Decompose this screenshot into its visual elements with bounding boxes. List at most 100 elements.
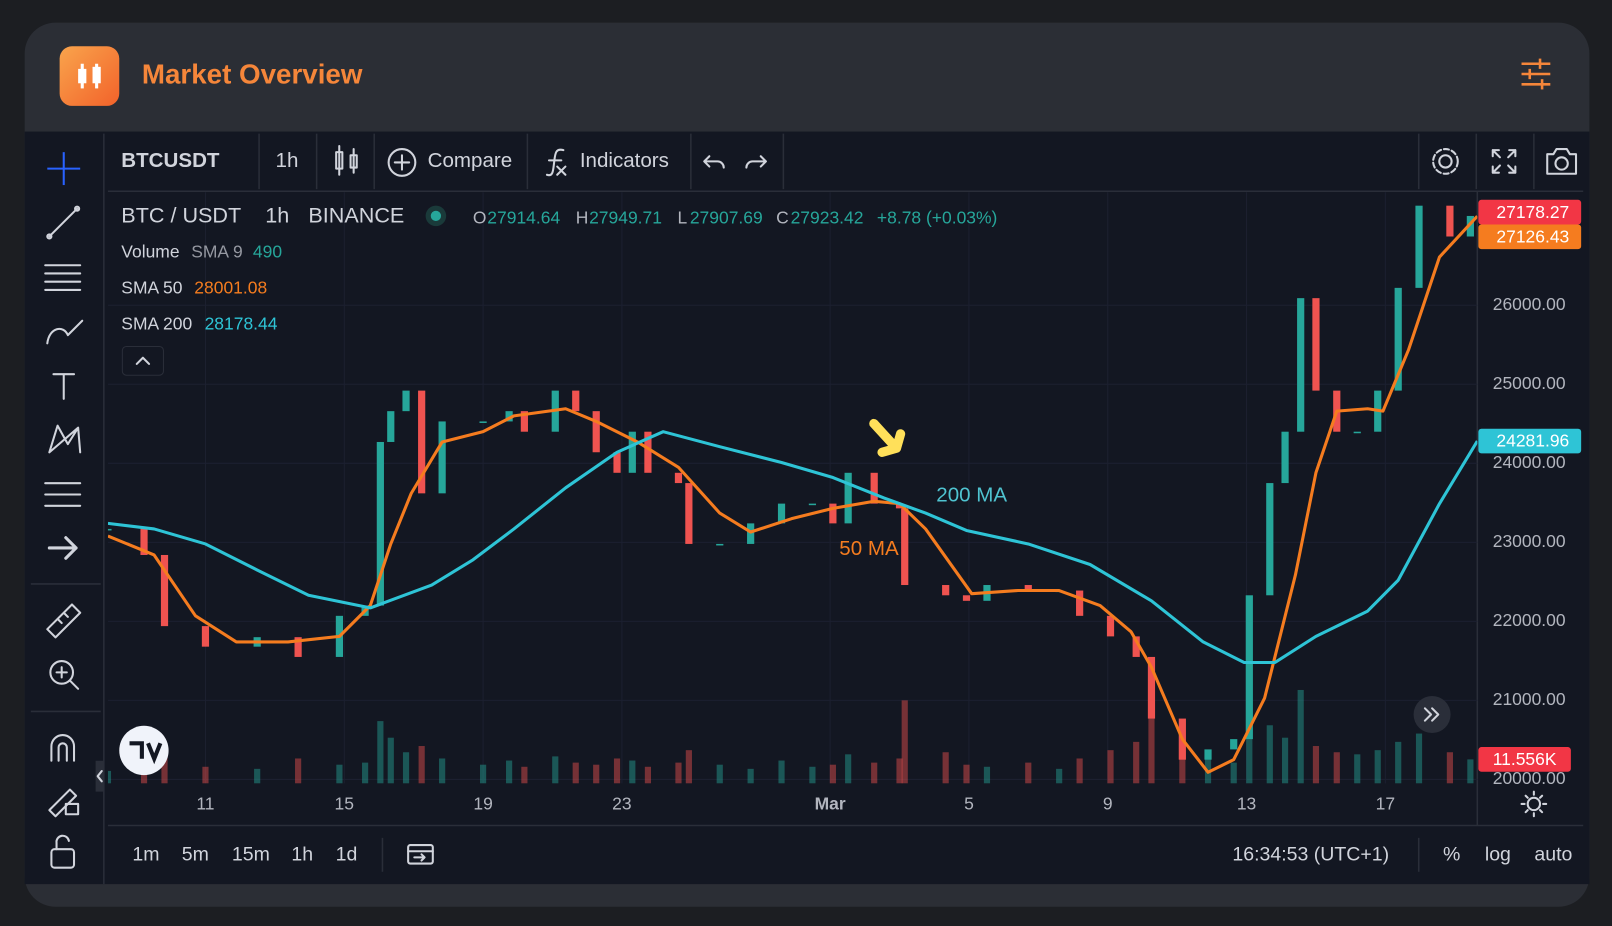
candle — [829, 503, 837, 524]
brush-tool[interactable] — [46, 319, 84, 345]
unlock-tool[interactable] — [50, 834, 76, 869]
snapshot[interactable] — [1546, 148, 1578, 175]
candle — [716, 543, 724, 546]
prediction-tool[interactable] — [44, 482, 82, 507]
candle — [1147, 656, 1156, 719]
volume-bar — [254, 768, 261, 784]
lock-drawings[interactable] — [48, 788, 80, 818]
legend: BTC / USDT 1h BINANCE O 27914.64 H 27949… — [121, 203, 997, 376]
candle — [1106, 615, 1115, 637]
volume-bar — [377, 721, 384, 784]
candle — [294, 637, 302, 657]
candle — [747, 523, 755, 544]
volume-legend-sma: SMA 9 — [191, 242, 242, 262]
chart-panel — [24, 131, 1590, 885]
candle — [1281, 431, 1289, 484]
sma200-legend-name: SMA 200 — [121, 313, 192, 333]
ohlc-value: 27907.69 — [690, 208, 763, 228]
scale-toggle[interactable]: % — [1443, 844, 1460, 866]
timeframe-button[interactable]: 5m — [182, 844, 209, 866]
volume-bar — [506, 760, 513, 784]
symbol[interactable]: BTCUSDT — [121, 149, 220, 172]
scale-toggle[interactable]: log — [1485, 844, 1511, 866]
annotation-layer: 200 MA 50 MA — [839, 484, 1007, 560]
candle — [201, 626, 210, 647]
timeframe-button[interactable]: 1h — [291, 844, 313, 866]
price-badge — [1478, 199, 1582, 225]
pattern-tool[interactable] — [48, 424, 82, 454]
candle — [777, 503, 786, 524]
candle — [844, 472, 852, 524]
indicators-icon[interactable] — [545, 148, 567, 177]
candle — [1230, 739, 1238, 750]
x-tick-label: 9 — [1103, 794, 1113, 814]
redo[interactable] — [745, 155, 767, 169]
volume-bar — [629, 760, 636, 784]
scale-toggle[interactable]: auto — [1534, 844, 1572, 866]
crosshair-tool[interactable] — [47, 152, 81, 186]
timeframe-button[interactable]: 1d — [336, 844, 358, 866]
volume-bar — [593, 764, 600, 784]
zoom-tool[interactable] — [49, 660, 80, 690]
volume-bar — [1025, 762, 1032, 784]
undo[interactable] — [703, 155, 725, 169]
logo[interactable] — [119, 725, 169, 776]
ohlc-key: C — [776, 208, 789, 228]
candle — [160, 554, 169, 627]
axis-settings[interactable] — [1520, 790, 1548, 818]
indicators-button[interactable]: Indicators — [580, 149, 669, 172]
timeframe-button[interactable]: 15m — [232, 844, 270, 866]
legend-collapse[interactable] — [121, 345, 164, 376]
volume-bar — [387, 737, 394, 784]
more-tools[interactable] — [47, 536, 78, 560]
timeframe-button[interactable]: 1m — [132, 844, 159, 866]
x-tick-label: 23 — [612, 794, 631, 814]
top-toolbar: BTCUSDT 1h Compare Indicators — [121, 133, 1578, 190]
y-tick-label: 25000.00 — [1493, 373, 1566, 393]
compare-icon[interactable] — [387, 148, 417, 177]
y-tick-label: 24000.00 — [1493, 452, 1566, 472]
candle — [628, 431, 636, 473]
trend-line-tool[interactable] — [46, 205, 81, 240]
volume-bar — [1133, 741, 1140, 784]
price-badge-label: 24281.96 — [1496, 431, 1569, 451]
magnet-tool[interactable] — [50, 734, 76, 762]
volume-bar — [871, 762, 878, 784]
sma50-legend-name: SMA 50 — [121, 277, 182, 297]
candle — [592, 411, 600, 453]
compare-button[interactable]: Compare — [428, 149, 513, 172]
volume-bar — [1266, 725, 1273, 784]
interval[interactable]: 1h — [276, 149, 299, 172]
axes: 20000.00 21000.00 22000.00 23000.00 24000.00… — [196, 199, 1582, 814]
volume-bar — [107, 770, 112, 784]
settings-sliders[interactable] — [1521, 58, 1551, 90]
x-tick-label: Mar — [815, 794, 846, 814]
fullscreen[interactable] — [1491, 149, 1517, 174]
candle — [107, 528, 112, 531]
text-tool[interactable] — [52, 373, 76, 400]
annotation: 200 MA — [936, 484, 1007, 507]
volume-legend-value: 490 — [253, 242, 282, 262]
bottom-bar: 1m 5m 15m 1h 1d 16:34:53 (UTC+1)% log auto — [132, 837, 1573, 872]
settings[interactable] — [1432, 148, 1459, 175]
volume-bar — [1297, 689, 1304, 784]
chart-style[interactable] — [335, 144, 358, 176]
ohlc-key: O — [473, 208, 487, 228]
volume-bar — [675, 762, 682, 784]
volume-bar — [963, 764, 970, 784]
ohlc-value: 27923.42 — [791, 208, 864, 228]
candle — [140, 528, 148, 555]
ohlc-value: 27914.64 — [487, 208, 560, 228]
volume-bar — [1467, 759, 1474, 784]
volume-bar — [572, 762, 579, 784]
fib-tool[interactable] — [44, 264, 82, 291]
ma-layer — [107, 215, 1478, 774]
ruler-tool[interactable] — [46, 603, 82, 639]
candle — [644, 431, 652, 473]
volume-bar — [1204, 754, 1212, 784]
x-tick-label: 19 — [473, 794, 492, 814]
price-badge — [1478, 428, 1582, 454]
date-range-icon[interactable] — [407, 844, 434, 865]
volume-bar — [1374, 750, 1381, 784]
